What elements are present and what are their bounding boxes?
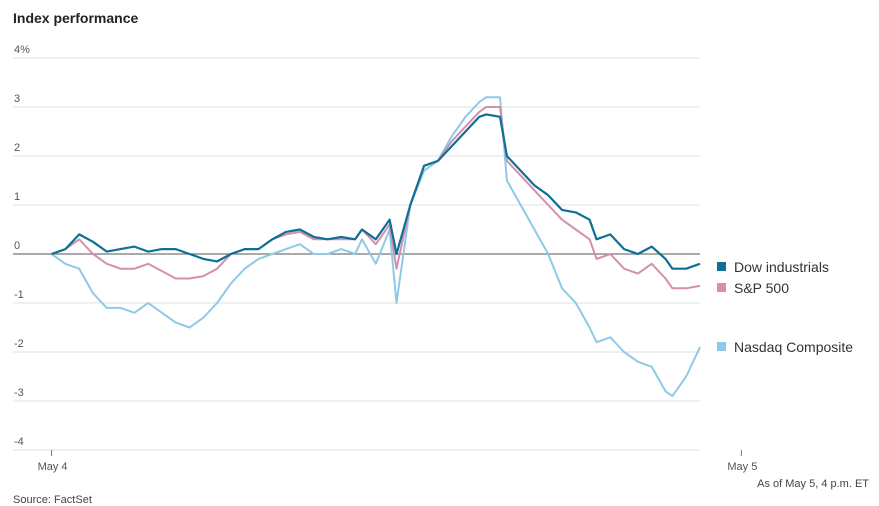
x-tick-label: May 5 (727, 461, 757, 473)
gridlines (13, 57, 700, 451)
legend-label: Nasdaq Composite (734, 339, 853, 355)
y-tick-label: 2 (14, 142, 20, 154)
y-tick-label: -4 (14, 436, 24, 448)
x-tick-label: May 4 (38, 461, 68, 473)
y-tick-label: -2 (14, 338, 24, 350)
y-tick-label: 3 (14, 93, 20, 105)
s-p-500-line (51, 106, 701, 290)
legend-swatch (717, 342, 726, 351)
dow-industrials-line (51, 113, 701, 270)
y-tick-label: -3 (14, 387, 24, 399)
y-tick-label: 0 (14, 240, 20, 252)
series-lines (51, 96, 701, 398)
nasdaq-composite-line (51, 96, 701, 398)
x-axis: May 4 May 5 (38, 450, 757, 473)
y-tick-label: 4% (14, 44, 30, 56)
source-note: Source: FactSet (13, 494, 92, 506)
legend-label: Dow industrials (734, 259, 829, 275)
y-axis: 4% 3 2 1 0 -1 -2 -3 -4 (14, 44, 30, 448)
legend-swatch (717, 283, 726, 292)
legend-label: S&P 500 (734, 280, 789, 296)
y-tick-label: 1 (14, 191, 20, 203)
chart-title: Index performance (13, 10, 139, 26)
as-of-note: As of May 5, 4 p.m. ET (757, 478, 869, 490)
legend-swatch (717, 262, 726, 271)
legend: Dow industrials S&P 500 Nasdaq Composite (717, 259, 853, 355)
y-tick-label: -1 (14, 289, 24, 301)
